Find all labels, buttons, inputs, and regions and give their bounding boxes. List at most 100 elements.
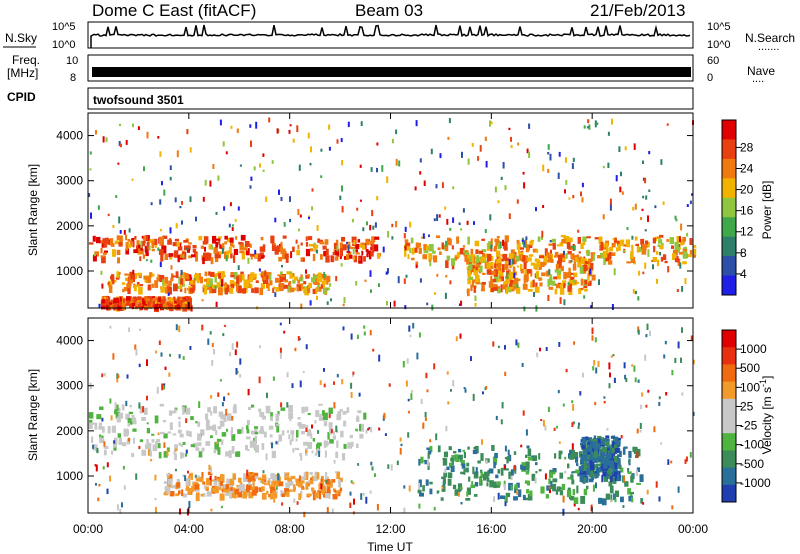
echo-cell (600, 440, 606, 445)
echo-cell (490, 244, 493, 249)
echo-cell (623, 446, 628, 449)
echo-cell (314, 492, 319, 499)
echo-cell (352, 248, 355, 255)
echo-cell (518, 247, 520, 254)
echo-cell (316, 472, 320, 480)
echo-cell (438, 214, 441, 218)
echo-cell (340, 263, 343, 267)
echo-cell (463, 468, 466, 475)
echo-cell (274, 493, 278, 499)
echo-cell (496, 286, 500, 291)
echo-cell (627, 471, 632, 475)
echo-cell (584, 280, 588, 285)
echo-cell (609, 372, 611, 378)
echo-cell (196, 278, 199, 284)
echo-cell (475, 274, 480, 283)
echo-cell (598, 497, 603, 504)
echo-cell (504, 264, 509, 270)
echo-cell (238, 488, 241, 493)
echo-cell (254, 249, 257, 255)
echo-cell (611, 304, 614, 310)
echo-cell (450, 389, 452, 392)
echo-cell (363, 412, 367, 420)
echo-cell (216, 282, 221, 289)
echo-cell (351, 441, 354, 447)
echo-cell (282, 253, 287, 260)
velocity-cells (88, 322, 695, 518)
echo-cell (312, 490, 316, 495)
echo-cell (140, 240, 143, 248)
echo-cell (221, 271, 225, 277)
echo-cell (542, 205, 545, 208)
echo-cell (102, 252, 107, 255)
echo-cell (369, 270, 372, 277)
echo-cell (296, 125, 299, 133)
echo-cell (622, 447, 626, 455)
echo-cell (465, 498, 471, 501)
echo-cell (214, 276, 217, 283)
echo-cell (132, 241, 135, 248)
echo-cell (127, 422, 130, 427)
echo-cell (486, 477, 490, 482)
echo-cell (341, 159, 344, 166)
echo-cell (617, 244, 621, 251)
echo-cell (595, 463, 599, 472)
echo-cell (122, 465, 125, 470)
echo-cell (166, 473, 170, 476)
echo-cell (513, 272, 516, 279)
echo-cell (328, 146, 331, 151)
echo-cell (410, 390, 413, 393)
echo-cell (202, 284, 206, 288)
echo-cell (525, 461, 530, 469)
echo-cell (190, 284, 196, 291)
echo-cell (449, 280, 452, 285)
echo-cell (307, 413, 311, 415)
echo-cell (241, 289, 245, 293)
echo-cell (353, 240, 356, 246)
echo-cell (594, 237, 600, 240)
echo-cell (178, 490, 181, 495)
echo-cell (333, 459, 336, 464)
echo-cell (159, 261, 162, 268)
echo-cell (89, 168, 92, 171)
echo-cell (247, 257, 250, 264)
echo-cell (177, 429, 182, 434)
echo-cell (179, 283, 183, 290)
cpid-strip: CPID twofsound 3501 (7, 87, 694, 110)
echo-cell (202, 196, 205, 202)
echo-cell (583, 437, 587, 443)
echo-cell (496, 260, 500, 264)
echo-cell (609, 499, 612, 503)
echo-cell (563, 283, 566, 289)
echo-cell (591, 335, 594, 341)
echo-cell (190, 444, 195, 448)
colorbar-swatch (722, 347, 736, 365)
echo-cell (123, 287, 128, 292)
echo-cell (231, 446, 235, 454)
echo-cell (226, 250, 229, 259)
echo-cell (168, 410, 173, 416)
echo-cell (378, 354, 381, 362)
echo-cell (678, 236, 681, 243)
echo-cell (255, 121, 258, 129)
echo-cell (346, 241, 349, 245)
echo-cell (493, 496, 496, 503)
echo-cell (613, 377, 616, 383)
echo-cell (174, 238, 179, 242)
echo-cell (169, 165, 172, 170)
echo-cell (482, 253, 486, 257)
echo-cell (154, 304, 158, 311)
echo-cell (486, 482, 489, 487)
echo-cell (249, 472, 253, 475)
echo-cell (684, 459, 687, 464)
echo-cell (505, 259, 509, 266)
echo-cell (612, 478, 617, 484)
echo-cell (261, 415, 266, 420)
echo-cell (398, 160, 401, 167)
echo-cell (644, 240, 649, 245)
echo-cell (406, 245, 411, 250)
echo-cell (427, 452, 430, 459)
echo-cell (184, 453, 187, 457)
echo-cell (135, 473, 138, 480)
echo-cell (496, 236, 500, 239)
